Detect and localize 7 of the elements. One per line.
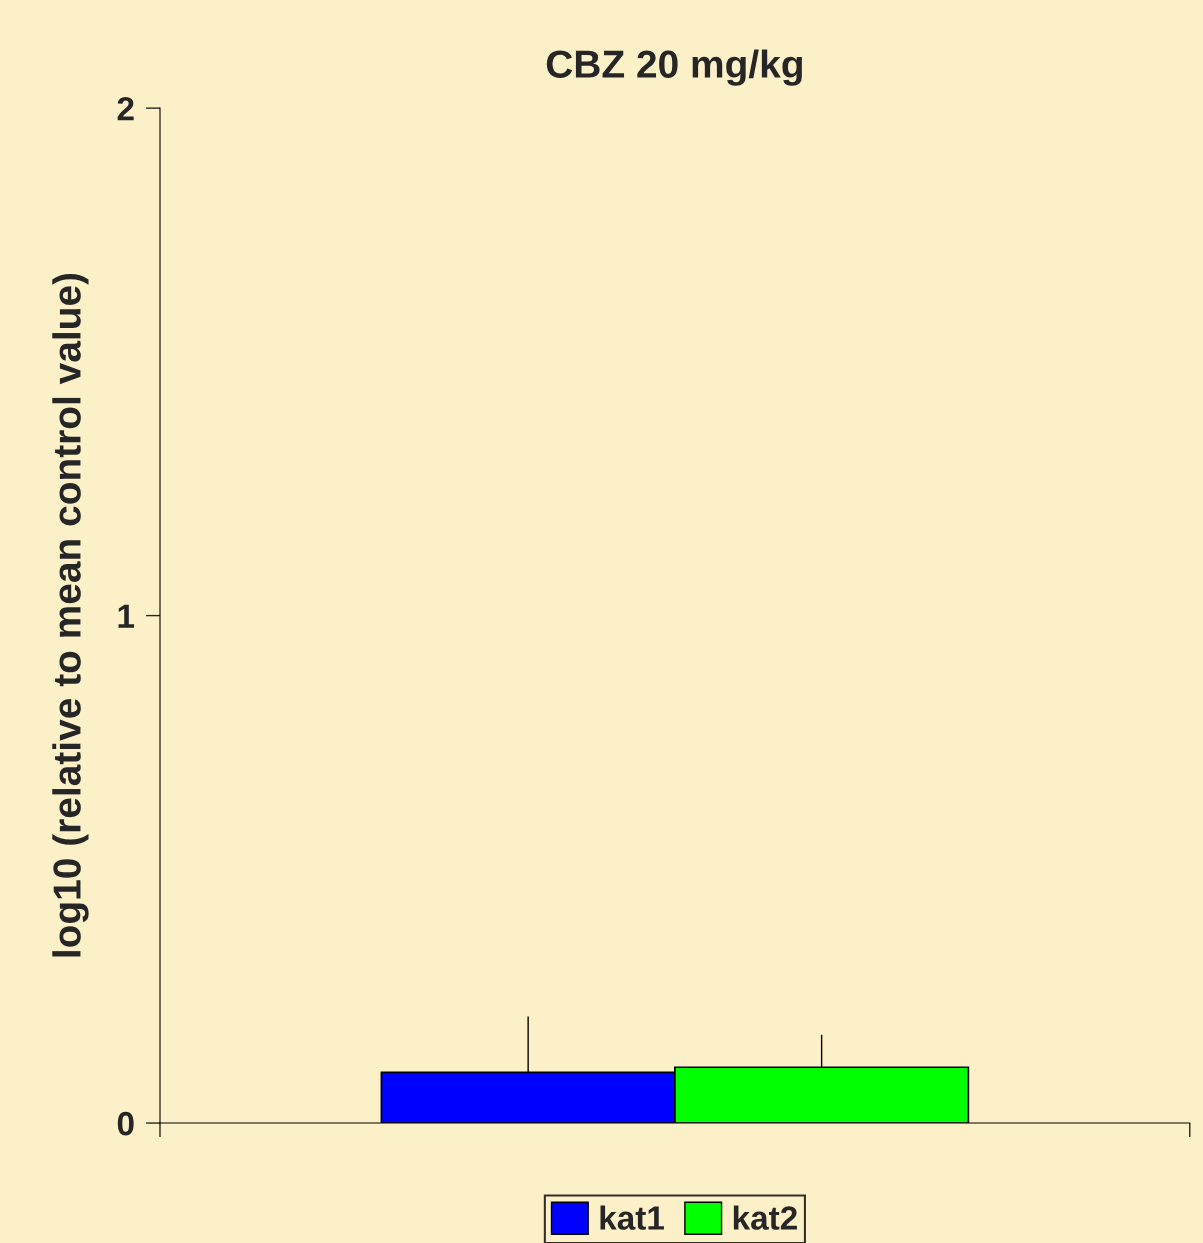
- legend-label: kat1: [600, 1205, 664, 1230]
- y-axis-title: log10 (relative to mean control value): [52, 273, 89, 957]
- chart-title: CBZ 20 mg/kg: [546, 49, 802, 86]
- y-tick-label: 1: [118, 604, 135, 628]
- y-tick-label: 2: [117, 96, 134, 121]
- y-tick-label: 0: [117, 1111, 134, 1136]
- legend-label: kat2: [733, 1205, 797, 1230]
